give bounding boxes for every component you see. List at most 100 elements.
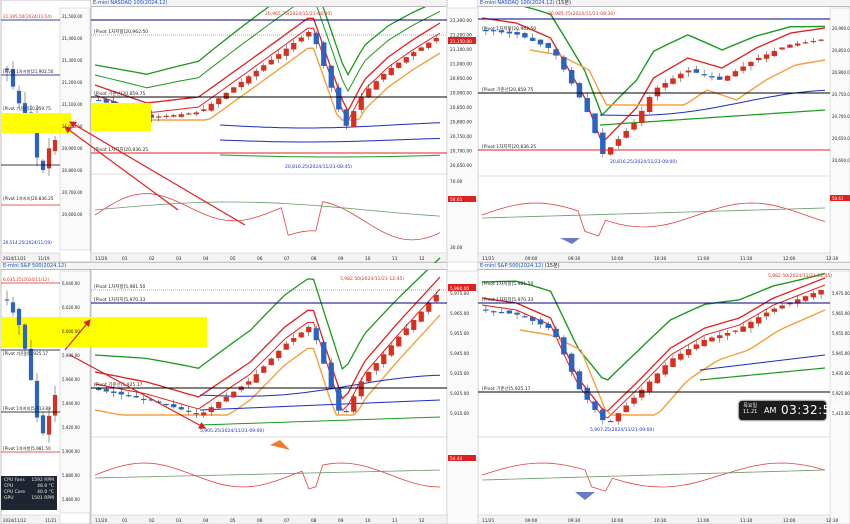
es15-candle <box>483 309 489 311</box>
esr-x-tick: 11:30 <box>740 518 753 524</box>
es5-candle <box>253 374 259 383</box>
hw-row: CPU 48.0 °C <box>4 484 54 490</box>
nq-osc-tick: 70.00 <box>450 179 463 185</box>
nqd-y-tick: 21,200.00 <box>62 80 83 85</box>
es-ma <box>94 314 441 416</box>
es5-candle <box>298 332 304 338</box>
nq-y-tick: 21,200.00 <box>450 33 472 39</box>
es5-candle <box>201 412 207 416</box>
nqd-candle <box>34 115 40 158</box>
nq5-candle <box>276 54 282 59</box>
es-lower-band2 <box>199 399 441 411</box>
esr-low-annotation: 5,907.25(2024/11/21-09:00) <box>590 427 654 433</box>
es-x-tick: 09 <box>338 518 344 524</box>
es15-candle <box>592 401 598 410</box>
nqd-candle <box>46 148 52 169</box>
nq-right-tf: (15분) <box>556 0 571 6</box>
es-x-tick: 05 <box>230 518 236 524</box>
nq15-candle <box>607 147 614 155</box>
nq-y-tick: 20,900.00 <box>450 91 472 97</box>
es5-candle <box>306 326 312 333</box>
esr-lower-outer <box>699 367 826 381</box>
nq15-candle <box>717 76 723 80</box>
es15-candle <box>709 337 715 342</box>
es-x-tick: 02 <box>149 518 155 524</box>
nq-y-tick: 20,950.00 <box>450 76 472 82</box>
es15-candle <box>623 405 629 413</box>
nqr-y-tick: 20,600.00 <box>832 158 850 163</box>
es-15min-panel <box>477 262 850 524</box>
nq5-candle <box>103 99 109 103</box>
time-axis <box>477 514 831 524</box>
nq-y-tick: 21,100.00 <box>450 47 472 53</box>
esd-candle <box>46 415 52 435</box>
nqd-candle <box>10 68 16 87</box>
nqd-y-tick: 20,600.00 <box>62 212 83 217</box>
nq5-candle <box>291 43 297 50</box>
es15-candle <box>631 397 637 404</box>
time-axis <box>0 252 61 263</box>
nqr-osc-last: 58.61 <box>832 196 844 201</box>
es-panel-title[interactable]: E-mini S&P 500(2024.12) <box>1 263 447 270</box>
es5-candle <box>283 343 289 350</box>
nq5-candle <box>186 113 192 115</box>
es5-candle <box>231 391 237 398</box>
nqr-x-tick: 10:30 <box>654 256 667 262</box>
nq-osc-last: 58.61 <box>450 197 463 203</box>
es-right-tf: (15분) <box>544 263 560 269</box>
nq-osc-signal <box>94 201 441 217</box>
nq15-candle <box>631 122 637 130</box>
nq15-candle <box>623 130 629 138</box>
esd-y-tick: 5,960.00 <box>62 377 80 382</box>
es15-candle <box>607 420 614 423</box>
esd-p1-label: [Pivot 1차저항]5,981.50 <box>3 445 51 452</box>
esd-y-tick: 6,000.00 <box>62 329 80 334</box>
nq-x-tick: 11/20 <box>95 256 108 262</box>
esr-pp-label: [Pivot 기준선]5,925.17 <box>482 385 531 392</box>
desktop-clock-widget[interactable]: 목요일 11.21 AM 03:32:59 <box>739 401 838 420</box>
nq15-candle <box>748 61 754 67</box>
nqd-y-tick: 21,500.00 <box>62 14 83 19</box>
nq-title: E-mini NASDAQ 100(2024.12) <box>93 0 168 6</box>
esr-p1-label: [Pivot 1차지지]5,970.33 <box>482 296 533 303</box>
nqd-x-tick: 2024/11/21 <box>3 256 27 261</box>
esd-y-tick: 6,040.00 <box>62 281 80 286</box>
time-axis <box>477 252 831 263</box>
nq5-candle <box>411 52 417 57</box>
nqd-y-tick: 21,300.00 <box>62 58 83 63</box>
nq-x-tick: 10 <box>365 256 371 262</box>
es-x-tick: 01 <box>122 518 128 524</box>
nq5-candle <box>223 92 229 99</box>
hardware-monitor-widget: CPU Fans 1592 RPM CPU 48.0 °C CPU Core 40.0 °… <box>1 476 57 510</box>
nqr-s1-label: [Pivot 1차지지]20,836.25 <box>482 143 536 150</box>
nqr-x-tick: 09:00 <box>525 256 538 262</box>
nq-osc-line <box>94 193 441 241</box>
esd-pp-label: [Pivot 기준선]5,925.17 <box>3 350 48 357</box>
clock-day: 목요일 <box>743 403 758 409</box>
time-axis <box>0 514 61 524</box>
nq5-candle <box>388 67 394 76</box>
nq-x-tick: 04 <box>203 256 209 262</box>
nq15-candle <box>685 70 692 73</box>
nq15-candle <box>701 74 707 76</box>
nq-y-tick: 20,650.00 <box>450 163 472 169</box>
es5-candle <box>216 402 222 409</box>
es5-candle <box>276 350 282 359</box>
nq-panel-title[interactable]: E-mini NASDAQ 100(2024.12) <box>91 0 446 7</box>
nq5-candle <box>381 73 387 80</box>
nq15-candle <box>818 39 824 41</box>
nq-right-panel-title[interactable]: E-mini NASDAQ 100(2024.12) (15분) <box>478 0 850 7</box>
nq15-candle <box>522 33 528 38</box>
nq5-candle <box>351 111 357 128</box>
esr-r1-label: [Pivot 1차저항]5,981.50 <box>482 280 533 287</box>
esr-y-tick: 5,945.00 <box>832 351 850 356</box>
nq5-candle <box>313 32 319 45</box>
es15-candle <box>615 413 622 422</box>
es-5min-panel <box>90 262 448 524</box>
es-right-panel-title[interactable]: E-mini S&P 500(2024.12) (15분) <box>478 263 850 270</box>
nq15-candle <box>498 30 505 33</box>
esr-lower-band <box>699 354 826 371</box>
es15-candle <box>732 330 739 332</box>
time-axis <box>90 252 448 263</box>
es5-candle <box>111 391 117 393</box>
